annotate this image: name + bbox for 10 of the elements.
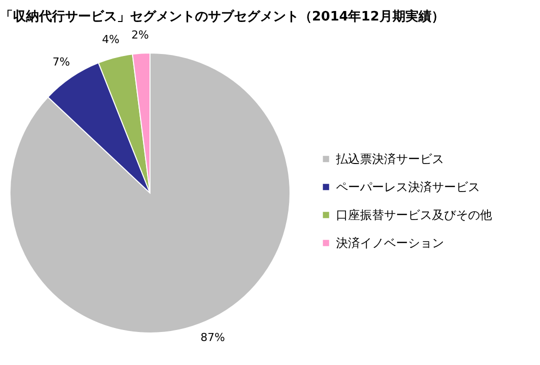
legend-label: ペーパーレス決済サービス bbox=[336, 180, 480, 194]
data-label: 87% bbox=[200, 331, 225, 344]
data-label: 4% bbox=[102, 32, 120, 46]
legend-label: 払込票決済サービス bbox=[335, 152, 444, 166]
legend-label: 口座振替サービス及びその他 bbox=[336, 208, 492, 222]
pie-slice bbox=[10, 52, 290, 334]
legend-label: 決済イノベーション bbox=[336, 236, 444, 250]
data-label: 2% bbox=[131, 28, 149, 42]
data-label: 7% bbox=[52, 55, 70, 68]
chart-title: 「収納代行サービス」セグメントのサブセグメント（2014年12月期実績） bbox=[0, 8, 444, 24]
